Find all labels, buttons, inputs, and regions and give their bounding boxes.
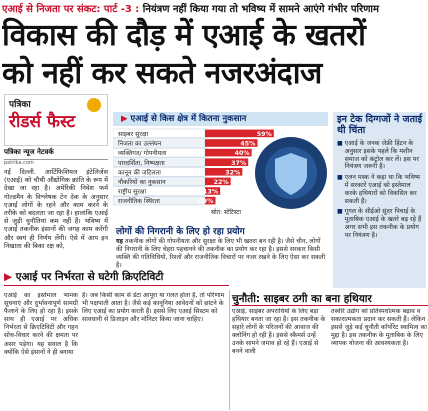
chart-category-label: पारदर्शिता, निष्पक्षता <box>118 159 165 167</box>
shield-icon <box>275 153 307 195</box>
chart-bar <box>205 168 243 176</box>
chart-title-text: एआई से किस क्षेत्र में कितना नुकसान <box>130 114 247 124</box>
creativity-col-1: एआई का इस्तेमाल भामक सूचनाएं और दुर्भावन… <box>4 292 78 356</box>
side-list-item: ■ एआई के जनक जेफ्री हिंटन के अनुसार इसके … <box>337 140 423 171</box>
readers-fest-logo: पत्रिका रीडर्स फैस्ट <box>4 94 108 146</box>
kicker-series: एआई से निजता पर संकट: पार्ट -3 : <box>2 4 140 15</box>
chart-value-label: 22% <box>214 179 230 186</box>
chart-value-label: 40% <box>235 150 251 157</box>
cyber-col-1: एआई, साइबर अपराधियों के लिए बड़ा हथियार … <box>232 308 326 356</box>
side-list-item: ■ एलन मस्क ने कहा था कि भविष्य में सरकारे… <box>337 174 423 205</box>
chart-value-label: 37% <box>231 160 247 167</box>
side-list-item-text: गूगल के सीईओ सुंदर पिचाई के मुताबिक एआई … <box>344 208 422 239</box>
chart-category-label: साइबर सुरक्षा <box>118 131 148 138</box>
side-panel-list: ■ एआई के जनक जेफ्री हिंटन के अनुसार इसके … <box>337 140 423 243</box>
section-cyber-title: चुनौती: साइबर ठगी का बना हथियार <box>232 292 428 306</box>
chart-bar <box>205 158 249 166</box>
kicker-line: एआई से निजता पर संकट: पार्ट -3 : नियंत्र… <box>2 1 426 18</box>
chart-value-label: 32% <box>225 169 241 176</box>
logo-top-text: पत्रिका <box>9 100 31 110</box>
intro-paragraph: नई दिल्ली. आर्टिफिशियल इंटेलिजेंस (एआई) … <box>4 168 108 250</box>
side-panel-title: इन टेक दिग्गजों ने जताई थी चिंता <box>337 114 423 136</box>
chart-bar <box>205 139 258 147</box>
triangle-icon: ▶ <box>121 114 128 124</box>
chart-category-label: नौकरियों का नुकसान <box>118 178 166 186</box>
chart-bar <box>205 148 252 157</box>
chart-category-label: व्यक्तिगत/ गोपनीयता <box>118 149 167 157</box>
chart-category-label: निजता का उल्लंघन <box>118 140 162 148</box>
kicker-summary: नियंत्रण नहीं किया गया तो भविष्य में साम… <box>142 4 379 15</box>
chart-bar <box>205 187 221 195</box>
cyber-col-2: तस्वीरें उद्योग को प्रतिस्पर्धात्मक बढ़ा… <box>331 308 427 348</box>
column-divider <box>229 290 230 410</box>
chart-bar <box>205 129 274 138</box>
chart-category-label: राष्ट्रीय सुरक्षा <box>118 188 147 196</box>
monitor-title: लोगों की निगरानी के लिए हो रहा प्रयोग <box>116 227 245 237</box>
side-panel <box>333 112 426 288</box>
bullet-icon: ■ <box>337 140 343 147</box>
chart-title: ▶ एआई से किस क्षेत्र में कितना नुकसान <box>113 112 328 126</box>
chart-bar <box>205 177 231 186</box>
side-list-item-text: एलन मस्क ने कहा था कि भविष्य में सरकारें… <box>344 174 420 205</box>
logo-main-text: रीडर्स फैस्ट <box>9 112 76 132</box>
headline-line-1: विकास की दौड़ में एआई के खतरों <box>2 18 366 53</box>
section-creativity-title: ▶ एआई पर निर्भरता से घटेगी क्रिएटिविटी <box>4 270 229 286</box>
chart-source: स्रोत: स्टेटिस्टा <box>211 208 241 216</box>
side-list-item-text: एआई के जनक जेफ्री हिंटन के अनुसार इसके प… <box>344 140 419 171</box>
bullet-icon: ■ <box>337 174 343 182</box>
triangle-icon: ▶ <box>4 271 13 283</box>
chart-value-label: 59% <box>257 131 273 138</box>
monitor-lead: यह <box>116 238 123 245</box>
chart-category-label: राजनीतिक स्थिरता <box>118 197 160 205</box>
monitor-body: यह तकनीक लोगों की गोपनीयता और सुरक्षा के… <box>116 238 326 270</box>
chart-value-label: 13% <box>203 189 219 196</box>
byline-name: पत्रिका न्यूज नेटवर्क <box>4 148 108 160</box>
chart-category-label: कानून की जटिलता <box>118 168 161 176</box>
section-creativity-text: एआई पर निर्भरता से घटेगी क्रिएटिविटी <box>15 271 164 283</box>
chart-value-label: 09% <box>198 198 214 205</box>
damage-bar-chart: साइबर सुरक्षा 59% निजता का उल्लंघन 45% व्यक्… <box>113 128 327 216</box>
bullet-icon: ■ <box>337 208 343 216</box>
monitor-text: तकनीक लोगों की गोपनीयता और सुरक्षा के लि… <box>116 238 326 269</box>
chart-value-label: 45% <box>240 141 256 148</box>
creativity-col-2: है। जब किसी काम से डेटा आपूरा या गलत होत… <box>82 292 225 324</box>
logo-badge-icon <box>87 98 101 112</box>
page-headline: विकास की दौड़ में एआई के खतरों को नहीं क… <box>2 17 428 93</box>
headline-line-2: को नहीं कर सकते नजरअंदाज <box>2 56 322 91</box>
side-list-item: ■ गूगल के सीईओ सुंदर पिचाई के मुताबिक एआई… <box>337 208 423 239</box>
byline-site: patrika.com <box>4 160 34 166</box>
chart-bar <box>205 196 216 205</box>
